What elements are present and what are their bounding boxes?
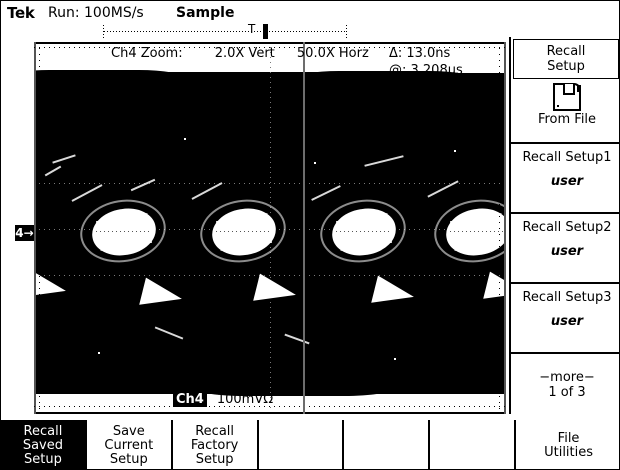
acquisition-mode: Sample [176, 5, 235, 21]
side-menu-item-recall-setup1[interactable]: Recall Setup1 user [511, 142, 619, 212]
zoom-horizontal-value: 50.0X Horz [296, 46, 369, 61]
button-recall-factory-setup[interactable]: Recall Factory Setup [172, 420, 259, 469]
trace-envelope-bottom-c [354, 377, 506, 393]
trace-envelope-top-d [394, 73, 506, 89]
zoom-readout: Ch4 Zoom: 2.0X Vert 50.0X Horz Δ: 13.0ns [111, 46, 450, 61]
floppy-disk-icon [553, 83, 581, 111]
eye-ticks-1 [96, 231, 152, 232]
more-page: 1 of 3 [548, 385, 586, 400]
recall-setup2-title: Recall Setup2 [522, 220, 612, 235]
recall-setup1-title: Recall Setup1 [522, 150, 612, 165]
tek-logo: Tek [7, 4, 35, 22]
trace-envelope-bottom-a [34, 378, 214, 394]
button-empty-1[interactable] [258, 420, 345, 469]
side-menu-item-more[interactable]: −more− 1 of 3 [511, 352, 619, 414]
from-file-label: From File [537, 112, 597, 127]
side-menu-header-line2: Setup [547, 59, 585, 74]
eye-ticks-4 [450, 231, 506, 232]
channel-readout: Ch4 100mVΩ [173, 392, 273, 407]
button-save-current-setup[interactable]: Save Current Setup [86, 420, 173, 469]
floppy-shutter [563, 84, 581, 95]
trace-envelope-top-a [34, 70, 184, 86]
side-menu-header: Recall Setup [513, 39, 619, 79]
cursor-at-value: @: 3.208µs [389, 63, 463, 78]
button-recall-saved-setup[interactable]: Recall Saved Setup [1, 420, 87, 469]
trace-fleck-5 [394, 358, 396, 360]
trigger-position-bar[interactable]: T [101, 22, 349, 39]
trigbar-left-tick [103, 25, 104, 38]
channel-badge[interactable]: Ch4 [173, 392, 207, 407]
side-menu-item-recall-setup3[interactable]: Recall Setup3 user [511, 282, 619, 352]
side-menu-item-recall-setup2[interactable]: Recall Setup2 user [511, 212, 619, 282]
button-file-utilities[interactable]: File Utilities [516, 420, 619, 469]
channel-scale: 100mVΩ [216, 392, 274, 407]
zoom-channel-label: Ch4 Zoom: [111, 46, 183, 61]
cursor-delta-value: Δ: 13.0ns [388, 46, 451, 61]
more-label: −more− [539, 370, 595, 385]
recall-setup3-title: Recall Setup3 [522, 290, 612, 305]
side-menu: Recall Setup From File Recall Setup1 use… [509, 37, 619, 414]
graticule-row-1 [34, 183, 506, 184]
floppy-corner-dot [557, 105, 559, 107]
trigbar-track [104, 31, 346, 32]
floppy-hub [577, 85, 581, 92]
run-label: Run: [48, 5, 80, 21]
zoom-vertical-value: 2.0X Vert [214, 46, 275, 61]
trigger-position-handle[interactable] [263, 24, 268, 39]
recall-setup2-sub: user [550, 244, 584, 259]
bottom-button-bar: Recall Saved Setup Save Current Setup Re… [1, 420, 619, 469]
status-bar: Tek Run: 100MS/s Sample T [1, 1, 619, 39]
run-status: Run: 100MS/s [48, 5, 144, 21]
eye-ticks-2 [216, 231, 272, 232]
trace-fleck-2 [314, 162, 316, 164]
trace-fleck-4 [98, 352, 100, 354]
trigger-marker-label: T [248, 22, 256, 36]
waveform-display[interactable]: M 40.0ns Ch3 4.50 V [34, 42, 506, 414]
side-menu-header-line1: Recall [546, 44, 586, 59]
trace-envelope-bottom-b [194, 380, 394, 396]
recall-setup3-sub: user [550, 314, 584, 329]
sample-rate: 100MS/s [84, 5, 144, 21]
eye-ticks-3 [336, 231, 392, 232]
button-empty-2[interactable] [344, 420, 431, 469]
side-menu-item-from-file[interactable]: From File [511, 81, 619, 134]
recall-setup1-sub: user [550, 174, 584, 189]
button-empty-3[interactable] [430, 420, 517, 469]
trace-fleck-1 [184, 138, 186, 140]
channel-ground-marker[interactable]: 4→ [15, 225, 34, 241]
graticule-row-2 [34, 275, 506, 276]
trace-fleck-3 [454, 150, 456, 152]
trigbar-right-tick [346, 25, 347, 38]
